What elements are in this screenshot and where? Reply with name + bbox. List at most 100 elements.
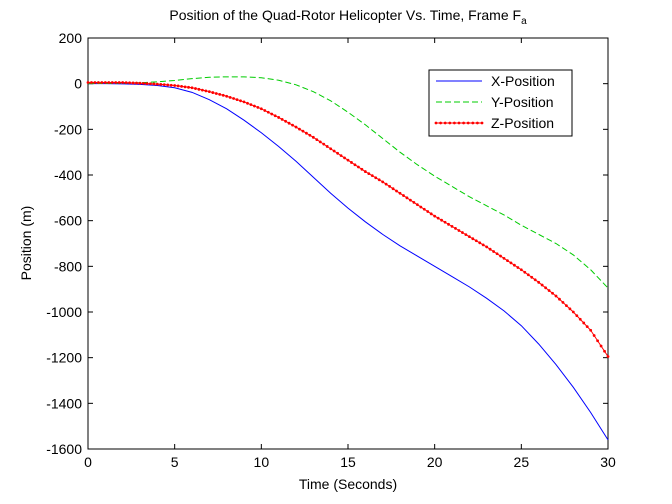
data-point [488, 247, 492, 251]
x-tick-label: 10 [254, 454, 270, 470]
data-point [415, 203, 419, 207]
data-point [485, 245, 489, 249]
data-point [173, 84, 177, 87]
data-point [492, 250, 495, 253]
data-point [166, 83, 170, 87]
data-point [318, 140, 322, 144]
data-point [315, 138, 319, 142]
legend-marker [439, 121, 442, 125]
data-point [412, 201, 416, 204]
y-tick-label: 0 [74, 76, 82, 92]
data-point [499, 254, 502, 258]
legend-marker [453, 121, 456, 125]
data-point [436, 216, 440, 220]
data-point [180, 85, 184, 88]
data-point [370, 174, 374, 178]
data-point [384, 182, 388, 186]
x-axis-label: Time (Seconds) [299, 476, 397, 492]
data-point [547, 289, 551, 292]
data-point [86, 81, 90, 84]
data-point [298, 127, 301, 131]
legend: X-Position Y-Position Z-Position [428, 69, 573, 137]
data-point [429, 212, 433, 216]
data-point [571, 310, 575, 314]
data-point [270, 112, 274, 116]
y-tick-label: -400 [54, 167, 82, 183]
x-tick-label: 30 [600, 454, 616, 470]
legend-marker [434, 121, 438, 125]
y-tick-label: 200 [59, 30, 83, 46]
legend-label: X-Position [491, 73, 555, 89]
data-point [537, 280, 541, 284]
data-point [201, 88, 204, 92]
data-point [121, 81, 125, 84]
data-point [502, 256, 506, 260]
data-point [530, 275, 534, 279]
data-point [447, 222, 450, 226]
data-point [599, 344, 603, 348]
legend-label: Y-Position [491, 94, 554, 110]
data-point [426, 210, 430, 213]
data-point [603, 349, 606, 353]
data-point [596, 339, 599, 343]
legend-marker [457, 121, 461, 125]
data-point [305, 131, 308, 135]
data-point [131, 81, 135, 85]
data-point [155, 82, 159, 86]
data-point [294, 125, 298, 129]
legend-marker [471, 121, 475, 125]
data-point [523, 270, 527, 274]
data-point [343, 156, 346, 160]
x-tick-label: 25 [514, 454, 530, 470]
data-point [176, 84, 180, 88]
data-point [360, 167, 364, 171]
data-point [329, 147, 333, 151]
data-point [478, 241, 482, 245]
data-point [135, 81, 138, 85]
data-point [124, 81, 128, 85]
data-point [513, 263, 516, 267]
legend-marker [476, 121, 479, 125]
data-point [301, 129, 305, 133]
data-point [558, 297, 561, 301]
data-point [228, 95, 232, 99]
axis-ticks: 0 5 10 15 20 25 30 200 0 -200 -400 -600 -800 -1000 -12… [46, 30, 616, 470]
data-point [391, 187, 395, 191]
y-tick-label: -1400 [46, 395, 82, 411]
data-point [259, 107, 263, 111]
data-point [263, 109, 267, 112]
x-tick-label: 0 [84, 454, 92, 470]
data-point [266, 110, 270, 114]
data-point [519, 268, 523, 272]
data-point [339, 154, 343, 157]
data-point [336, 151, 339, 155]
data-point [346, 158, 350, 162]
data-point [461, 231, 464, 234]
data-point [221, 93, 225, 97]
data-point [242, 100, 246, 104]
data-point [149, 82, 152, 86]
data-point [526, 273, 530, 277]
y-tick-label: -1600 [46, 441, 82, 457]
data-point [544, 286, 547, 290]
data-point [471, 237, 475, 241]
data-point [377, 178, 381, 182]
y-tick-label: -600 [54, 213, 82, 229]
chart-title: Position of the Quad-Rotor Helicopter Vs… [169, 7, 527, 27]
x-tick-label: 5 [171, 454, 179, 470]
data-point [100, 81, 104, 84]
data-point [398, 191, 402, 195]
data-point [506, 259, 509, 263]
legend-marker [462, 121, 465, 125]
data-point [207, 90, 211, 94]
data-point [516, 266, 520, 269]
data-point [169, 83, 173, 87]
data-point [367, 172, 371, 176]
data-point [152, 82, 156, 86]
data-point [90, 81, 93, 84]
y-tick-label: -1200 [46, 350, 82, 366]
data-point [585, 325, 589, 329]
legend-marker [448, 121, 452, 125]
data-point [374, 176, 378, 180]
data-point [190, 86, 194, 90]
